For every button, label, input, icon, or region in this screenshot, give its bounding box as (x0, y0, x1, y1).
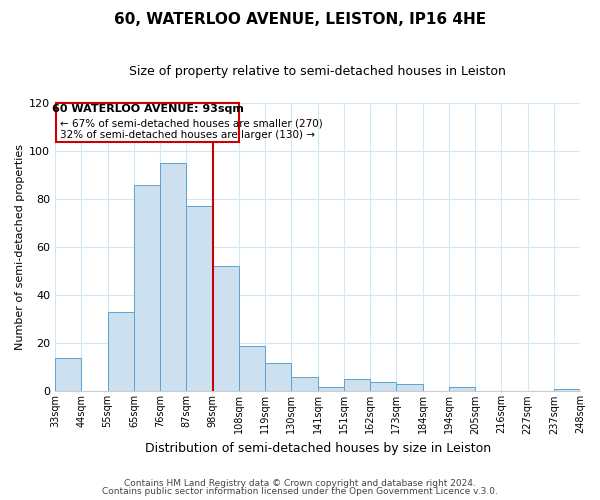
Bar (344, 380, 370, 392)
Bar (239, 346, 265, 392)
Bar (55, 358, 82, 392)
Text: 60 WATERLOO AVENUE: 93sqm: 60 WATERLOO AVENUE: 93sqm (52, 104, 244, 114)
Bar (187, 206, 212, 392)
Y-axis label: Number of semi-detached properties: Number of semi-detached properties (15, 144, 25, 350)
Bar (107, 312, 134, 392)
Bar (397, 384, 422, 392)
Text: ← 67% of semi-detached houses are smaller (270): ← 67% of semi-detached houses are smalle… (61, 118, 323, 128)
X-axis label: Distribution of semi-detached houses by size in Leiston: Distribution of semi-detached houses by … (145, 442, 491, 455)
Bar (265, 362, 292, 392)
Bar (292, 377, 317, 392)
Bar (449, 386, 475, 392)
Bar (554, 389, 580, 392)
Bar (160, 163, 187, 392)
Bar (134, 184, 160, 392)
Bar (370, 382, 397, 392)
Text: 32% of semi-detached houses are larger (130) →: 32% of semi-detached houses are larger (… (61, 130, 316, 140)
Text: Contains HM Land Registry data © Crown copyright and database right 2024.: Contains HM Land Registry data © Crown c… (124, 478, 476, 488)
Title: Size of property relative to semi-detached houses in Leiston: Size of property relative to semi-detach… (129, 65, 506, 78)
Bar (317, 386, 344, 392)
Text: Contains public sector information licensed under the Open Government Licence v.: Contains public sector information licen… (102, 487, 498, 496)
Text: 60, WATERLOO AVENUE, LEISTON, IP16 4HE: 60, WATERLOO AVENUE, LEISTON, IP16 4HE (114, 12, 486, 28)
Bar (212, 266, 239, 392)
FancyBboxPatch shape (56, 103, 239, 142)
